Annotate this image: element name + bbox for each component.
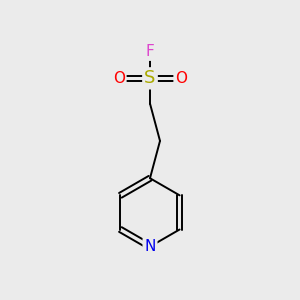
Text: N: N — [144, 239, 156, 254]
Text: S: S — [144, 69, 156, 87]
Text: O: O — [175, 71, 187, 86]
Text: F: F — [146, 44, 154, 59]
Text: O: O — [113, 71, 125, 86]
